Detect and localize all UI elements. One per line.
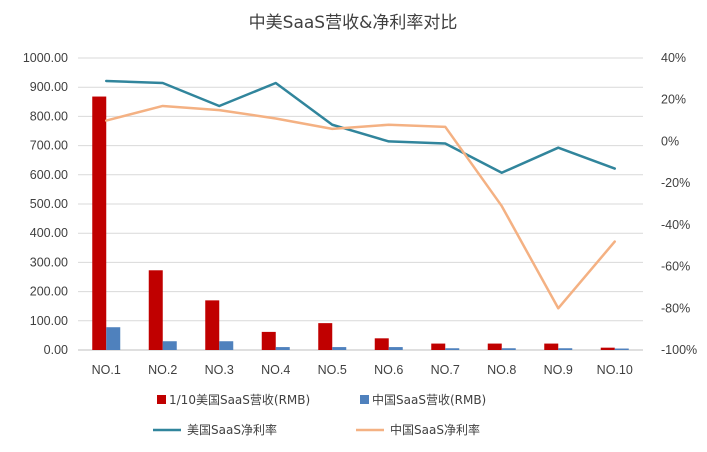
bar-us-revenue <box>487 343 502 350</box>
category-label: NO.7 <box>431 363 460 377</box>
right-tick-label: -100% <box>661 343 697 357</box>
legend-label: 美国SaaS净利率 <box>187 422 277 437</box>
bar-us-revenue <box>261 331 276 350</box>
category-label: NO.9 <box>544 363 573 377</box>
bar-us-revenue <box>205 300 220 350</box>
left-axis-ticks: 0.00 100.00 200.00 300.00 400.00 500.00 600.00… <box>23 51 68 357</box>
left-tick-label: 0.00 <box>44 343 68 357</box>
left-tick-label: 400.00 <box>30 226 68 240</box>
bar-cn-revenue <box>445 348 460 350</box>
category-label: NO.3 <box>205 363 234 377</box>
bar-cn-revenue <box>106 327 121 350</box>
legend: 1/10美国SaaS营收(RMB) 中国SaaS营收(RMB) 美国SaaS净利率 中… <box>153 392 486 437</box>
gridlines <box>78 57 643 351</box>
category-label: NO.5 <box>318 363 347 377</box>
left-tick-label: 200.00 <box>30 285 68 299</box>
bar-cn-revenue <box>501 348 516 350</box>
right-axis-ticks: -100% -80% -60% -40% -20% 0% 20% 40% <box>661 51 697 357</box>
category-label: NO.1 <box>92 363 121 377</box>
legend-swatch <box>157 395 166 404</box>
line-series <box>105 79 616 310</box>
bar-us-revenue <box>148 270 163 350</box>
right-tick-label: -60% <box>661 260 690 274</box>
bar-us-revenue <box>374 338 389 350</box>
legend-label: 1/10美国SaaS营收(RMB) <box>169 393 310 407</box>
right-tick-label: 0% <box>661 134 679 148</box>
bar-cn-revenue <box>275 347 290 350</box>
bar-cn-revenue <box>558 348 573 350</box>
bar-us-revenue <box>544 343 559 350</box>
line-us-net-margin <box>105 79 616 174</box>
left-tick-label: 300.00 <box>30 255 68 269</box>
bar-us-revenue <box>600 347 615 350</box>
left-tick-label: 500.00 <box>30 197 68 211</box>
bar-cn-revenue <box>219 341 234 350</box>
category-label: NO.2 <box>148 363 177 377</box>
left-tick-label: 900.00 <box>30 80 68 94</box>
bar-cn-revenue <box>388 347 403 350</box>
category-label: NO.4 <box>261 363 290 377</box>
right-tick-label: 40% <box>661 51 686 65</box>
chart-title: 中美SaaS营收&净利率对比 <box>249 13 458 33</box>
right-tick-label: -40% <box>661 218 690 232</box>
left-tick-label: 800.00 <box>30 109 68 123</box>
bar-us-revenue <box>318 323 333 350</box>
bar-cn-revenue <box>332 347 347 350</box>
category-label: NO.6 <box>374 363 403 377</box>
category-labels: NO.1 NO.2 NO.3 NO.4 NO.5 NO.6 NO.7 NO.8 NO.9 NO.1… <box>92 363 633 377</box>
legend-label: 中国SaaS营收(RMB) <box>372 392 486 407</box>
left-tick-label: 1000.00 <box>23 51 68 65</box>
legend-swatch <box>360 395 369 404</box>
bar-series <box>92 96 629 350</box>
legend-label: 中国SaaS净利率 <box>390 422 480 437</box>
bar-cn-revenue <box>614 348 629 350</box>
right-tick-label: -20% <box>661 176 690 190</box>
right-tick-label: 20% <box>661 93 686 107</box>
bar-us-revenue <box>92 96 107 350</box>
line-cn-net-margin <box>105 104 616 310</box>
category-label: NO.10 <box>597 363 633 377</box>
left-tick-label: 700.00 <box>30 139 68 153</box>
left-tick-label: 100.00 <box>30 314 68 328</box>
bar-us-revenue <box>431 343 446 350</box>
bar-cn-revenue <box>162 341 177 350</box>
right-tick-label: -80% <box>661 301 690 315</box>
left-tick-label: 600.00 <box>30 168 68 182</box>
category-label: NO.8 <box>487 363 516 377</box>
